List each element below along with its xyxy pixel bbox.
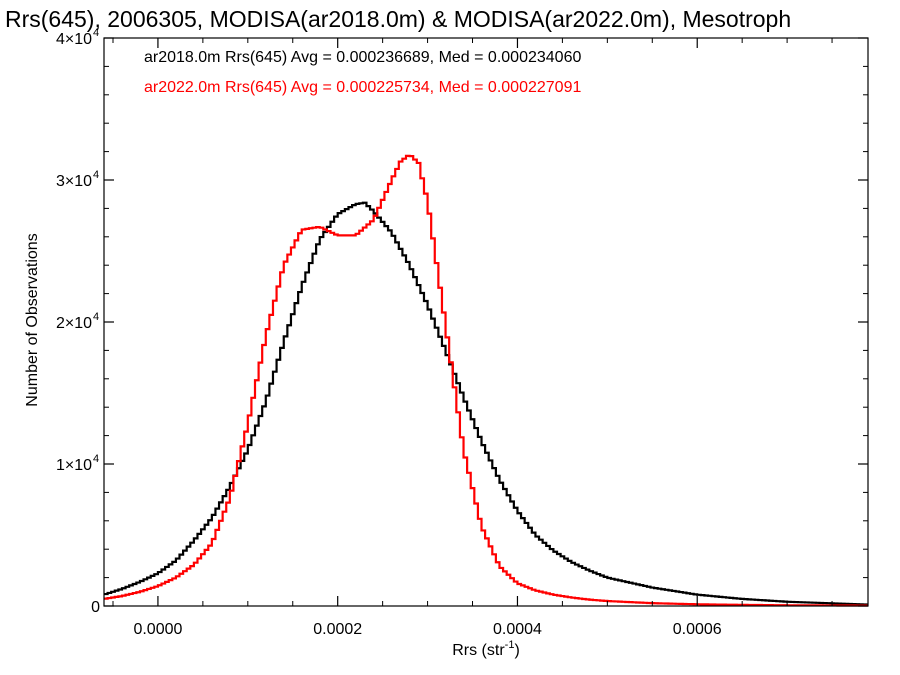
y-tick-label: 1×10 <box>56 457 92 474</box>
x-axis-label-sup: -1 <box>505 639 515 651</box>
legend-entry-ar2018: ar2018.0m Rrs(645) Avg = 0.000236689, Me… <box>144 49 581 66</box>
series-layer <box>104 154 868 607</box>
x-axis-label-base: Rrs (str <box>452 642 505 659</box>
x-axis: 0.0000 0.0002 0.0004 0.0006 <box>112 38 833 638</box>
y-tick-exponent: 4 <box>93 311 99 323</box>
y-axis-label: Number of Observations <box>24 233 41 406</box>
x-tick-label: 0.0000 <box>133 621 182 638</box>
y-tick-mantissa: 3×10 <box>56 173 92 190</box>
y-tick-exponent: 4 <box>93 27 99 39</box>
y-tick-label: 3×10 <box>56 173 92 190</box>
x-tick-label: 0.0002 <box>313 621 362 638</box>
series-line-0 <box>104 201 868 606</box>
x-tick-label: 0.0004 <box>493 621 542 638</box>
legend-entry-ar2022: ar2022.0m Rrs(645) Avg = 0.000225734, Me… <box>144 79 581 96</box>
x-axis-label-close: ) <box>514 642 519 659</box>
y-tick-mantissa: 0 <box>91 599 100 616</box>
y-tick-label: 4×10 <box>56 31 92 48</box>
y-tick-exponent: 4 <box>93 169 99 181</box>
y-tick-label: 0 <box>91 599 100 616</box>
x-axis-label: Rrs (str-1) <box>452 639 520 659</box>
y-tick-label: 2×10 <box>56 315 92 332</box>
y-tick-exponent: 4 <box>93 453 99 465</box>
y-tick-mantissa: 4×10 <box>56 31 92 48</box>
chart-title: Rrs(645), 2006305, MODISA(ar2018.0m) & M… <box>5 6 791 32</box>
y-axis: 01×10 42×10 43×10 44×10 4 <box>56 27 868 616</box>
y-tick-mantissa: 2×10 <box>56 315 92 332</box>
y-tick-mantissa: 1×10 <box>56 457 92 474</box>
series-line-1 <box>104 154 868 607</box>
x-tick-label: 0.0006 <box>673 621 722 638</box>
